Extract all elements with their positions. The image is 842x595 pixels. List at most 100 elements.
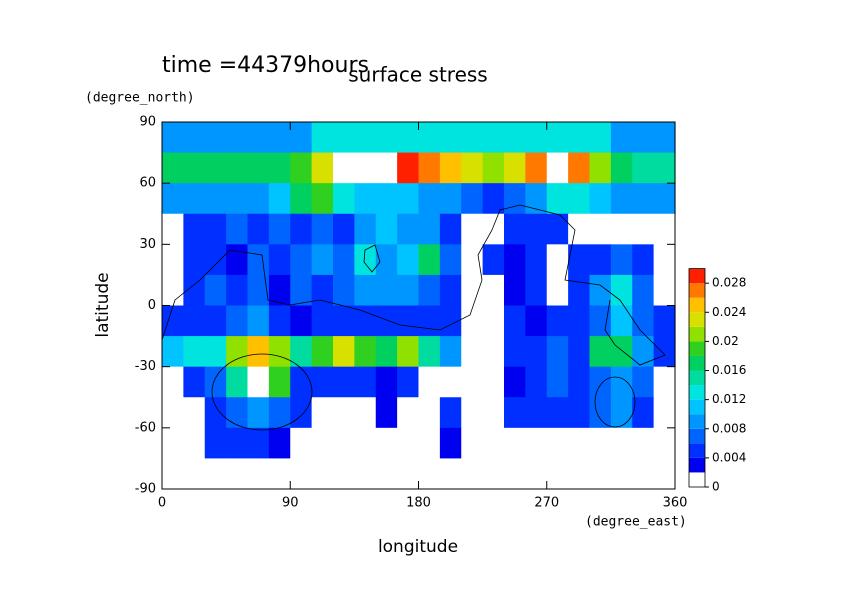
contour-cell bbox=[247, 336, 270, 368]
contour-cell bbox=[268, 366, 291, 398]
contour-cell bbox=[268, 305, 291, 337]
contour-cell bbox=[653, 336, 676, 368]
contour-cell bbox=[525, 213, 548, 245]
contour-cell bbox=[247, 305, 270, 337]
contour-cell bbox=[568, 458, 591, 490]
contour-cell bbox=[397, 244, 420, 276]
contour-cell bbox=[397, 274, 420, 307]
contour-cell bbox=[183, 183, 206, 215]
contour-cell bbox=[290, 305, 313, 337]
contour-cell bbox=[375, 366, 398, 398]
contour-cell bbox=[354, 213, 377, 245]
contour-cell bbox=[482, 427, 505, 460]
contour-cell bbox=[247, 274, 270, 307]
contour-cell bbox=[354, 366, 377, 398]
colorbar-tick-label: 0.024 bbox=[712, 305, 746, 319]
contour-cell bbox=[354, 305, 377, 337]
contour-cell bbox=[226, 122, 249, 154]
contour-cell bbox=[546, 427, 569, 460]
contour-cell bbox=[546, 397, 569, 429]
contour-cell bbox=[439, 213, 462, 245]
contour-cell bbox=[290, 152, 313, 184]
contour-cell bbox=[162, 397, 184, 429]
contour-cell bbox=[162, 152, 184, 184]
contour-cell bbox=[546, 213, 569, 245]
contour-cell bbox=[226, 244, 249, 276]
contour-cell bbox=[226, 305, 249, 337]
contour-cell bbox=[482, 152, 505, 184]
contour-cell bbox=[504, 152, 526, 184]
contour-cell bbox=[610, 366, 633, 398]
contour-cell bbox=[204, 152, 227, 184]
colorbar-band bbox=[689, 355, 705, 371]
contour-cell bbox=[311, 336, 334, 368]
contour-cell bbox=[204, 458, 227, 490]
contour-cell bbox=[546, 244, 569, 276]
contour-cell bbox=[204, 366, 227, 398]
contour-cell bbox=[568, 427, 591, 460]
contour-cell bbox=[418, 458, 441, 490]
contour-cell bbox=[525, 366, 548, 398]
contour-cell bbox=[653, 213, 676, 245]
contour-cell bbox=[610, 274, 633, 307]
contour-cell bbox=[311, 305, 334, 337]
contour-cell bbox=[439, 152, 462, 184]
contour-cell bbox=[247, 122, 270, 154]
y-tick-label: 60 bbox=[139, 176, 156, 191]
contour-cell bbox=[397, 152, 420, 184]
x-tick-label: 270 bbox=[534, 496, 559, 511]
contour-cell bbox=[375, 427, 398, 460]
contour-cell bbox=[311, 183, 334, 215]
contour-cell bbox=[504, 183, 526, 215]
colorbar-band bbox=[689, 297, 705, 313]
y-axis-label: latitude bbox=[93, 272, 113, 337]
contour-cell bbox=[354, 427, 377, 460]
contour-cell bbox=[204, 213, 227, 245]
contour-cell bbox=[546, 122, 569, 154]
contour-cell bbox=[610, 305, 633, 337]
contour-cell bbox=[226, 183, 249, 215]
colorbar-band bbox=[689, 457, 705, 473]
contour-cell bbox=[204, 183, 227, 215]
contour-cell bbox=[525, 336, 548, 368]
contour-cell bbox=[610, 183, 633, 215]
contour-cell bbox=[183, 122, 206, 154]
colorbar-band bbox=[689, 428, 705, 444]
contour-cell bbox=[375, 305, 398, 337]
contour-cell bbox=[418, 122, 441, 154]
contour-cell bbox=[568, 152, 591, 184]
contour-cell bbox=[162, 244, 184, 276]
contour-cell bbox=[333, 244, 355, 276]
contour-cell bbox=[397, 336, 420, 368]
contour-cell bbox=[204, 305, 227, 337]
contour-cell bbox=[204, 122, 227, 154]
contour-cell bbox=[333, 336, 355, 368]
colorbar-tick-label: 0.02 bbox=[712, 334, 739, 348]
contour-cell bbox=[568, 183, 591, 215]
contour-cell bbox=[375, 122, 398, 154]
contour-cell bbox=[610, 122, 633, 154]
contour-cell bbox=[354, 458, 377, 490]
contour-cell bbox=[333, 427, 355, 460]
contour-cell bbox=[290, 336, 313, 368]
contour-cell bbox=[589, 152, 612, 184]
contour-cell bbox=[632, 183, 655, 215]
contour-cell bbox=[546, 336, 569, 368]
colorbar-band bbox=[689, 326, 705, 342]
contour-cell bbox=[418, 397, 441, 429]
contour-cell bbox=[290, 213, 313, 245]
contour-cell bbox=[418, 305, 441, 337]
contour-cell bbox=[525, 274, 548, 307]
contour-cell bbox=[311, 458, 334, 490]
colorbar-band bbox=[689, 370, 705, 386]
contour-cell bbox=[333, 183, 355, 215]
contour-cell bbox=[589, 458, 612, 490]
contour-cell bbox=[525, 244, 548, 276]
colorbar-tick-label: 0.004 bbox=[712, 450, 746, 464]
contour-cell bbox=[354, 336, 377, 368]
contour-cell bbox=[461, 336, 484, 368]
contour-cell bbox=[183, 366, 206, 398]
contour-cell bbox=[525, 427, 548, 460]
y-tick-label: 90 bbox=[139, 115, 156, 130]
contour-cell bbox=[589, 213, 612, 245]
